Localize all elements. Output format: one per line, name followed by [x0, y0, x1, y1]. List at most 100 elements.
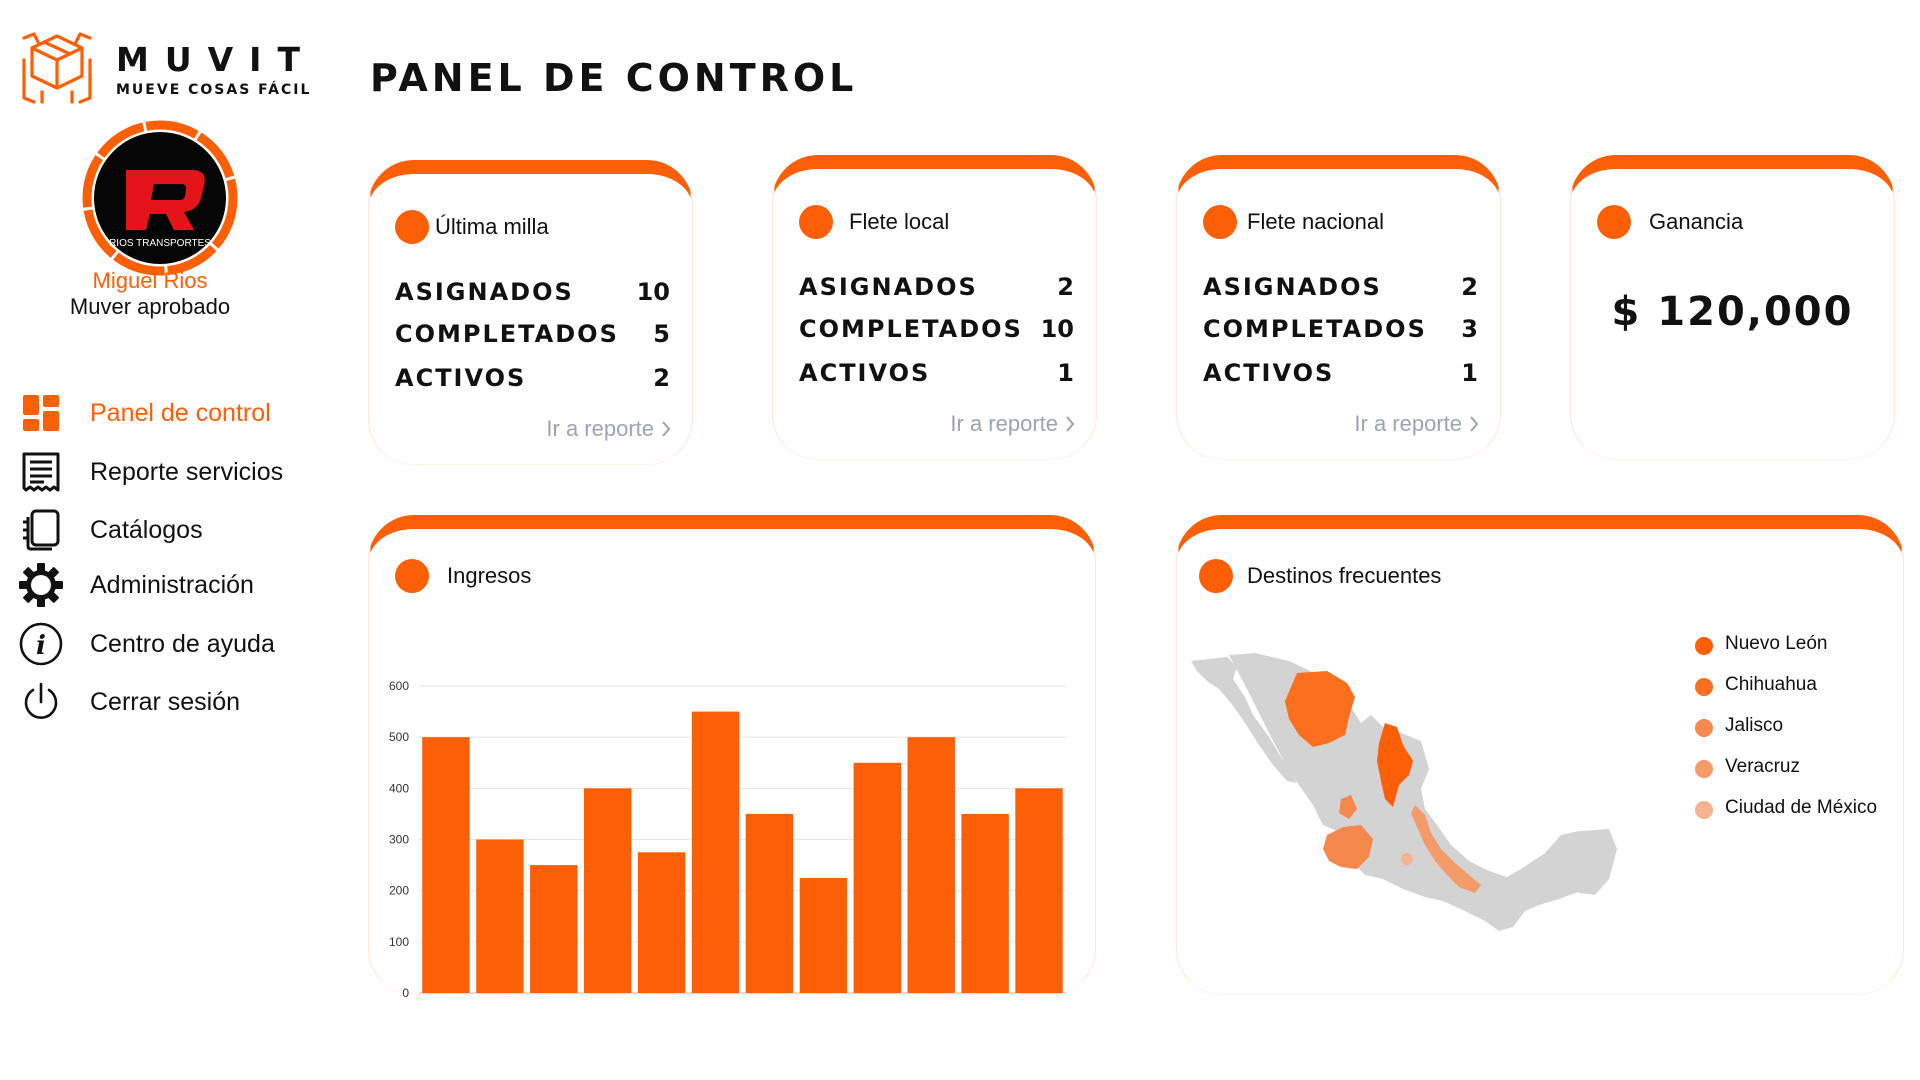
y-tick-label: 200 [389, 884, 409, 898]
stat-label: ASIGNADOS [799, 273, 978, 301]
chevron-right-icon [1470, 416, 1479, 432]
sidebar-item-label: Reporte servicios [90, 457, 284, 486]
card-dot-icon [799, 205, 833, 239]
sidebar-item-reporte-servicios[interactable]: Reporte servicios [18, 447, 318, 497]
ir-a-reporte-link[interactable]: Ir a reporte [950, 411, 1076, 437]
stat-label: ACTIVOS [799, 359, 931, 387]
legend-item: Chihuahua [1695, 674, 1885, 698]
bar-9[interactable] [853, 762, 901, 994]
stat-value: 3 [1461, 315, 1478, 343]
ir-a-reporte-link[interactable]: Ir a reporte [1354, 411, 1480, 437]
sidebar-item-label: Panel de control [90, 398, 271, 427]
y-tick-label: 400 [389, 781, 409, 795]
brand-tagline: MUEVE COSAS FÁCIL [116, 82, 312, 98]
map-region-nuevo-leon [1377, 723, 1413, 807]
card-dot-icon [1597, 205, 1631, 239]
sidebar-item-label: Administración [90, 570, 254, 599]
svg-text:i: i [36, 631, 46, 661]
stat-row-asignados: ASIGNADOS 2 [799, 269, 1074, 305]
sidebar-item-centro-de-ayuda[interactable]: i Centro de ayuda [18, 619, 318, 669]
stat-label: COMPLETADOS [1203, 315, 1427, 343]
bar-10[interactable] [907, 737, 955, 993]
gear-icon [18, 562, 64, 608]
stat-value: 5 [653, 320, 670, 348]
stat-row-completados: COMPLETADOS 5 [395, 316, 670, 352]
legend-dot-icon [1695, 719, 1713, 737]
bar-2[interactable] [476, 839, 524, 994]
user-name: Miguel Rios [92, 268, 208, 293]
bar-6[interactable] [691, 711, 740, 993]
mexico-map [1191, 653, 1617, 931]
legend-item: Veracruz [1695, 756, 1885, 780]
map-region-cdmx [1401, 853, 1413, 865]
card-title: Flete local [849, 209, 950, 234]
sidebar-item-panel-de-control[interactable]: Panel de control [18, 388, 318, 438]
sidebar-item-administracion[interactable]: Administración [18, 560, 318, 610]
report-link-label: Ir a reporte [950, 411, 1058, 436]
stat-value: 2 [1057, 273, 1074, 301]
stat-label: ASIGNADOS [395, 278, 574, 306]
map-region-jalisco [1323, 825, 1373, 869]
stat-row-completados: COMPLETADOS 3 [1203, 311, 1478, 347]
stat-row-asignados: ASIGNADOS 10 [395, 274, 670, 310]
stat-value: 2 [653, 364, 670, 392]
avatar[interactable]: RIOS TRANSPORTES [80, 118, 240, 278]
card-ganancia: Ganancia $ 120,000 [1570, 155, 1895, 460]
stat-row-completados: COMPLETADOS 10 [799, 311, 1074, 347]
report-link-label: Ir a reporte [1354, 411, 1462, 436]
bar-3[interactable] [530, 865, 578, 993]
card-destinos-frecuentes: Destinos frecuentes Nuevo León Chihuahua [1176, 515, 1904, 995]
sidebar-item-cerrar-sesion[interactable]: Cerrar sesión [18, 677, 318, 727]
card-ultima-milla: Última milla ASIGNADOS 10 COMPLETADOS 5 … [368, 160, 693, 465]
stat-row-activos: ACTIVOS 1 [799, 355, 1074, 391]
stat-value: 1 [1057, 359, 1074, 387]
stat-label: ACTIVOS [395, 364, 527, 392]
legend-label: Nuevo León [1725, 633, 1828, 654]
bar-1[interactable] [422, 737, 470, 993]
sidebar-item-label: Cerrar sesión [90, 687, 241, 716]
sidebar-item-label: Catálogos [90, 515, 203, 544]
map-region-jalisco-north [1339, 795, 1357, 819]
user-profile: RIOS TRANSPORTES Miguel Rios Muver aprob… [40, 115, 260, 325]
ganancia-amount: $ 120,000 [1611, 289, 1854, 335]
y-tick-label: 300 [389, 833, 409, 847]
user-status: Muver aprobado [69, 294, 231, 319]
report-list-icon [18, 449, 64, 495]
catalog-stack-icon [18, 507, 64, 553]
avatar-logo-text: RIOS TRANSPORTES [109, 238, 211, 249]
bar-11[interactable] [961, 813, 1009, 993]
sidebar-item-catalogos[interactable]: Catálogos [18, 505, 318, 555]
ingresos-bar-chart: 0 100 200 300 400 500 600 [389, 679, 1066, 999]
stat-row-asignados: ASIGNADOS 2 [1203, 269, 1478, 305]
ir-a-reporte-link[interactable]: Ir a reporte [546, 416, 672, 442]
rios-transportes-logo: RIOS TRANSPORTES [82, 120, 238, 276]
stat-label: ACTIVOS [1203, 359, 1335, 387]
legend-label: Jalisco [1725, 715, 1784, 736]
bar-12[interactable] [1015, 788, 1063, 993]
map-region-baja [1191, 657, 1297, 783]
chevron-right-icon [1066, 416, 1075, 432]
muvit-logo[interactable]: MUVIT MUEVE COSAS FÁCIL [20, 30, 320, 110]
legend-label: Veracruz [1725, 756, 1800, 777]
card-title: Última milla [435, 214, 549, 239]
legend-item: Jalisco [1695, 715, 1885, 739]
card-title: Ganancia [1649, 209, 1744, 234]
legend-label: Ciudad de México [1725, 797, 1878, 818]
muvit-box-logo-icon [22, 32, 92, 104]
bar-4[interactable] [584, 788, 632, 993]
map-region-mainland [1229, 653, 1603, 931]
bar-5[interactable] [637, 852, 686, 993]
bar-7[interactable] [745, 813, 794, 993]
map-region-yucatan [1577, 829, 1617, 895]
y-tick-label: 0 [402, 986, 409, 999]
stat-row-activos: ACTIVOS 2 [395, 360, 670, 396]
power-icon [18, 679, 64, 725]
stat-row-activos: ACTIVOS 1 [1203, 355, 1478, 391]
y-tick-label: 600 [389, 679, 409, 693]
bar-8[interactable] [799, 877, 848, 993]
legend-label: Chihuahua [1725, 674, 1817, 695]
card-dot-icon [395, 559, 429, 593]
chevron-right-icon [662, 421, 671, 437]
stat-label: COMPLETADOS [395, 320, 619, 348]
card-ingresos: Ingresos 0 100 200 300 400 500 600 [368, 515, 1096, 999]
